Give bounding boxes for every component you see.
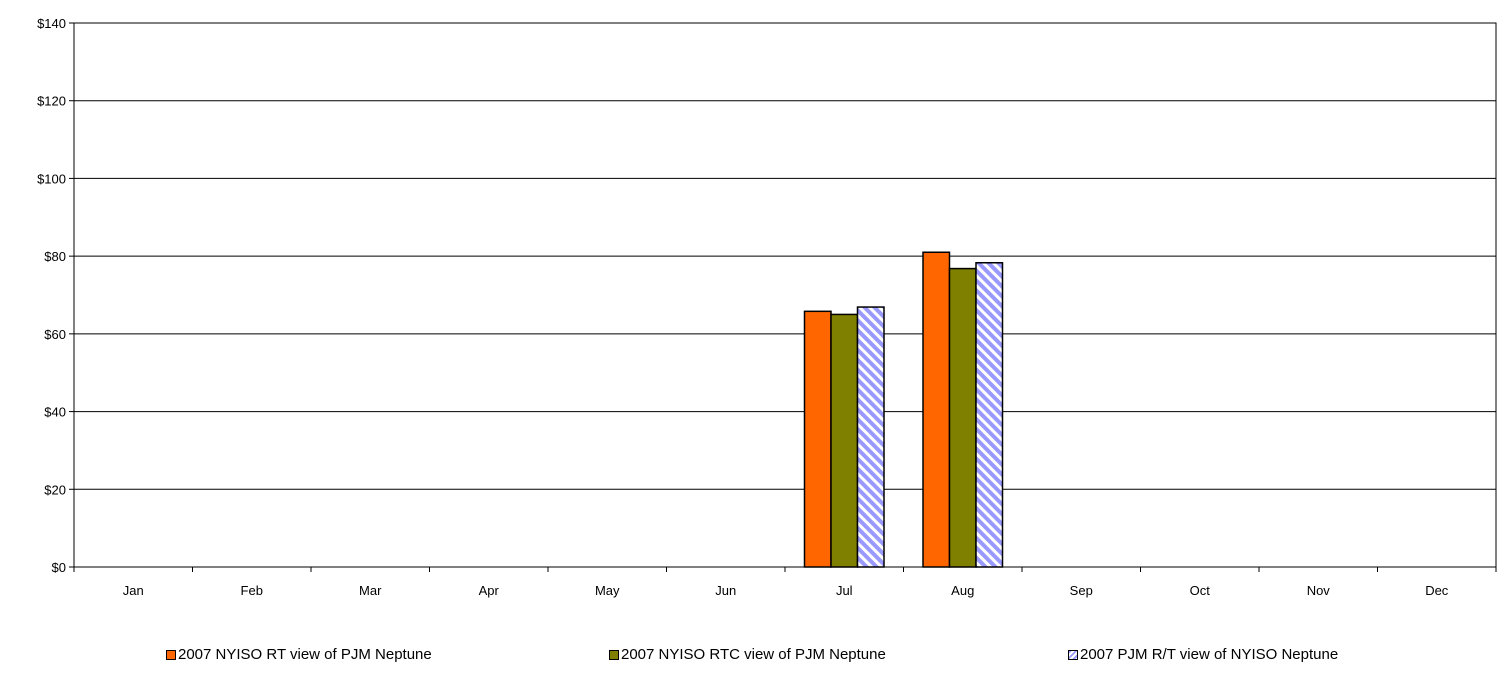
bar-1-aug bbox=[922, 251, 951, 568]
bar-3-aug bbox=[975, 261, 1004, 568]
x-tick-label: Dec bbox=[1425, 583, 1449, 598]
y-tick-label: $20 bbox=[44, 482, 66, 497]
x-tick-label: Aug bbox=[951, 583, 974, 598]
y-tick-label: $120 bbox=[37, 94, 66, 109]
x-tick-label: Oct bbox=[1190, 583, 1211, 598]
y-axis-ticks: $0 $20 $40 $60 $80 $100 $120 $140 bbox=[37, 16, 74, 575]
legend-label-nyiso-rt: 2007 NYISO RT view of PJM Neptune bbox=[178, 646, 432, 663]
x-tick-label: Jan bbox=[123, 583, 144, 598]
x-tick-label: Jul bbox=[836, 583, 853, 598]
legend: 2007 NYISO RT view of PJM Neptune 2007 N… bbox=[0, 646, 1509, 670]
bar-2-jul bbox=[830, 313, 859, 568]
legend-swatch-nyiso-rt bbox=[166, 649, 176, 660]
x-tick-label: Feb bbox=[241, 583, 263, 598]
bar-1-jul bbox=[803, 310, 832, 568]
x-tick-label: Mar bbox=[359, 583, 382, 598]
x-tick-label: Sep bbox=[1070, 583, 1093, 598]
legend-item-nyiso-rt: 2007 NYISO RT view of PJM Neptune bbox=[166, 646, 432, 663]
legend-item-pjm-rt: 2007 PJM R/T view of NYISO Neptune bbox=[1068, 646, 1338, 663]
legend-label-pjm-rt: 2007 PJM R/T view of NYISO Neptune bbox=[1080, 646, 1339, 663]
plot-area-frame bbox=[73, 22, 1497, 568]
x-axis-ticks: Jan Feb Mar Apr May Jun Jul Aug Sep Oct Nov Dec bbox=[73, 567, 1497, 598]
bars bbox=[803, 251, 1004, 568]
legend-label-nyiso-rtc: 2007 NYISO RTC view of PJM Neptune bbox=[621, 646, 886, 663]
bar-chart: $0 $20 $40 $60 $80 $100 $120 $140 Jan Feb Mar Apr M… bbox=[37, 16, 1497, 598]
legend-swatch-nyiso-rtc bbox=[609, 649, 619, 660]
x-tick-label: Nov bbox=[1307, 583, 1331, 598]
legend-swatch-pjm-rt bbox=[1068, 649, 1078, 660]
x-tick-label: Jun bbox=[715, 583, 736, 598]
y-tick-label: $60 bbox=[44, 327, 66, 342]
y-tick-label: $0 bbox=[52, 560, 66, 575]
gridlines bbox=[74, 100, 1496, 490]
x-tick-label: May bbox=[595, 583, 620, 598]
bar-2-aug bbox=[948, 267, 977, 568]
y-tick-label: $100 bbox=[37, 171, 66, 186]
y-tick-label: $40 bbox=[44, 405, 66, 420]
y-tick-label: $80 bbox=[44, 249, 66, 264]
legend-item-nyiso-rtc: 2007 NYISO RTC view of PJM Neptune bbox=[609, 646, 886, 663]
bar-3-jul bbox=[856, 306, 885, 568]
y-tick-label: $140 bbox=[37, 16, 66, 31]
x-tick-label: Apr bbox=[479, 583, 500, 598]
